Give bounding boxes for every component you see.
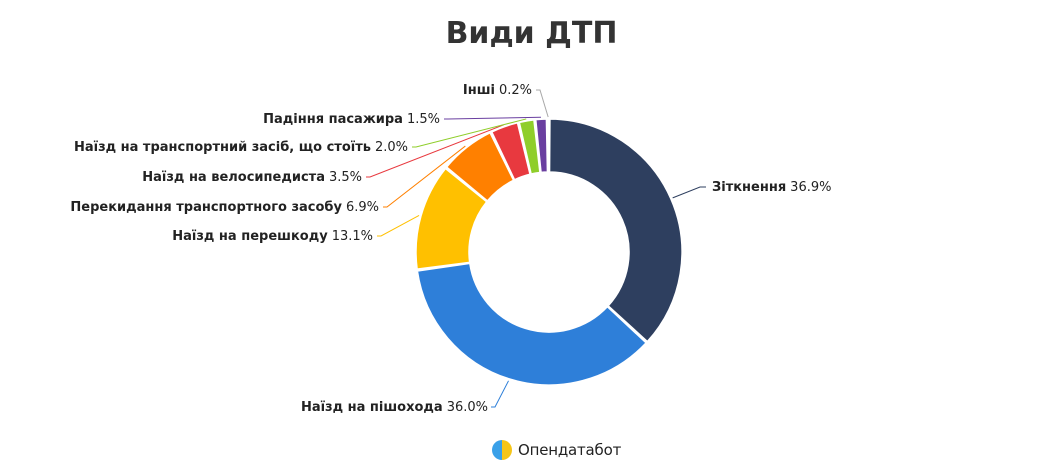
slice-label-name: Зіткнення [712, 180, 786, 195]
slice-label-value: 3.5% [329, 170, 362, 185]
slice-0-label: Зіткнення 36.9% [712, 180, 831, 195]
opendatabot-logo-icon [492, 440, 512, 460]
slice-4-arc[interactable] [491, 122, 531, 181]
slice-3-connector [383, 145, 466, 208]
slice-6-arc[interactable] [535, 118, 549, 174]
slice-label-name: Перекидання транспортного засобу [70, 200, 342, 215]
chart-title: Види ДТП [445, 16, 618, 51]
slice-7-connector [536, 89, 549, 118]
slice-label-value: 2.0% [375, 140, 408, 155]
slice-label-name: Інші [463, 83, 495, 98]
brand-footer: Опендатабот [492, 438, 621, 462]
slice-5-arc[interactable] [518, 119, 541, 175]
slice-3-label: Перекидання транспортного засобу 6.9% [70, 200, 379, 215]
slice-label-value: 36.0% [447, 400, 488, 415]
slice-1-connector [491, 380, 509, 408]
slice-label-name: Наїзд на транспортний засіб, що стоїть [74, 140, 371, 155]
slice-label-value: 0.2% [499, 83, 532, 98]
slice-6-label: Падіння пасажира 1.5% [263, 112, 440, 127]
slice-label-value: 13.1% [332, 229, 373, 244]
slice-2-connector [377, 214, 420, 237]
slice-label-value: 36.9% [790, 180, 831, 195]
slice-0-arc[interactable] [548, 118, 683, 343]
slice-label-name: Наїзд на перешкоду [172, 229, 328, 244]
slice-label-name: Наїзд на велосипедиста [142, 170, 325, 185]
brand-name: Опендатабот [518, 441, 622, 459]
slice-7-label: Інші 0.2% [463, 83, 532, 98]
slice-4-label: Наїзд на велосипедиста 3.5% [142, 170, 362, 185]
slice-label-name: Падіння пасажира [263, 112, 403, 127]
slice-6-connector [444, 116, 541, 120]
slice-label-value: 1.5% [407, 112, 440, 127]
slice-5-connector [412, 118, 527, 148]
slice-2-label: Наїзд на перешкоду 13.1% [172, 229, 373, 244]
slice-label-name: Наїзд на пішохода [301, 400, 443, 415]
slice-1-arc[interactable] [416, 262, 647, 386]
slice-label-value: 6.9% [346, 200, 379, 215]
slice-2-arc[interactable] [415, 167, 488, 270]
slice-0-connector [672, 186, 706, 199]
slice-5-label: Наїзд на транспортний засіб, що стоїть 2.… [74, 140, 408, 155]
slice-3-arc[interactable] [445, 132, 515, 202]
slice-1-label: Наїзд на пішохода 36.0% [301, 400, 488, 415]
slice-4-connector [366, 124, 504, 178]
